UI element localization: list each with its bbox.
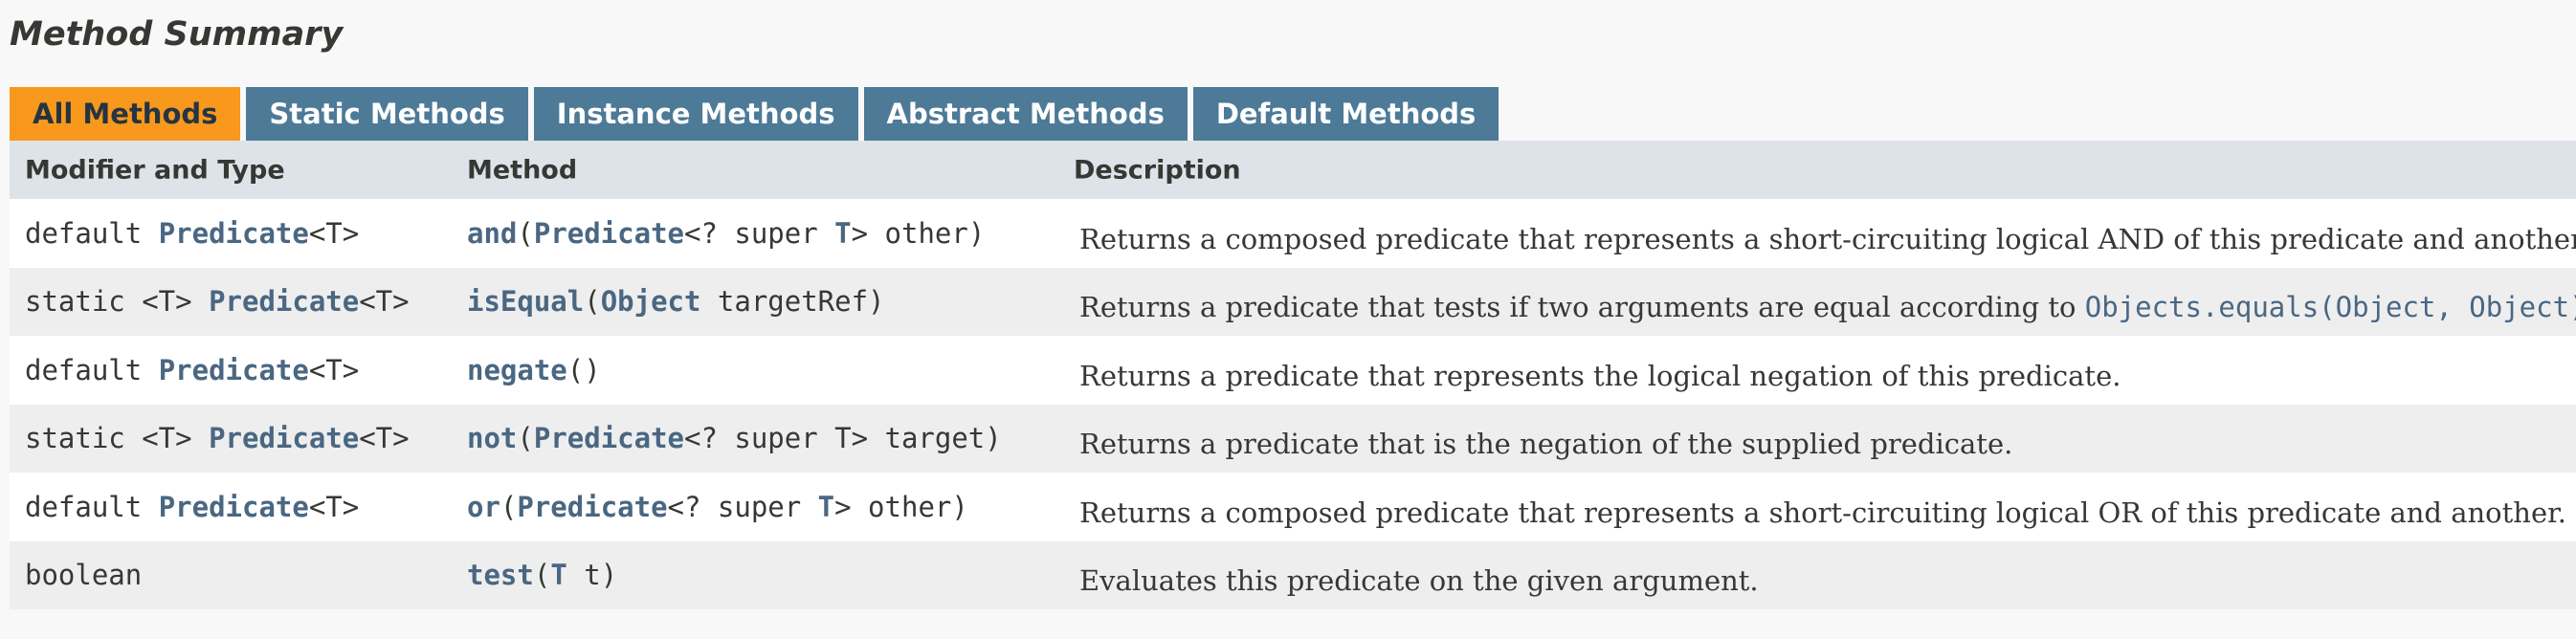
description-cell: Returns a composed predicate that repres… [1079, 223, 2576, 255]
param-text: > other) [834, 490, 968, 523]
method-summary-table: Modifier and Type Method Description def… [10, 141, 2576, 609]
modifier-cell: default Predicate<T> [25, 491, 359, 523]
modifier-cell: boolean [25, 559, 142, 591]
param-text: ( [517, 422, 534, 455]
param-text: <? super T> target) [684, 422, 1002, 455]
method-link-and[interactable]: and [467, 216, 518, 250]
table-row: default Predicate<T> or(Predicate<? supe… [10, 473, 2576, 541]
method-tabs: All Methods Static Methods Instance Meth… [10, 87, 1504, 141]
type-var-link[interactable]: T [817, 490, 835, 523]
param-text: () [566, 353, 601, 386]
description-text: Returns a predicate that tests if two ar… [1079, 291, 2085, 324]
column-header-method: Method [467, 155, 578, 185]
type-param: <T> [308, 216, 360, 250]
modifier-cell: default Predicate<T> [25, 217, 359, 250]
param-text: <? super [684, 216, 835, 250]
description-cell: Returns a predicate that is the negation… [1079, 428, 2012, 460]
column-header-description: Description [1074, 155, 1241, 185]
description-link[interactable]: Objects.equals(Object, Object) [2084, 291, 2576, 324]
modifier-cell: static <T> Predicate<T> [25, 422, 410, 454]
param-type-link[interactable]: Predicate [533, 422, 684, 455]
description-text: Returns a predicate that is the negation… [1079, 428, 2013, 461]
type-var-link[interactable]: T [834, 216, 852, 250]
param-text: > other) [851, 216, 986, 250]
type-param: <T> [359, 422, 410, 455]
description-cell: Returns a composed predicate that repres… [1079, 496, 2566, 529]
type-param: <T> [359, 285, 410, 319]
tab-all-methods[interactable]: All Methods [10, 87, 241, 141]
method-link-not[interactable]: not [467, 422, 518, 455]
description-cell: Evaluates this predicate on the given ar… [1079, 564, 1759, 597]
method-cell: and(Predicate<? super T> other) [467, 217, 985, 250]
method-cell: isEqual(Object targetRef) [467, 285, 885, 318]
modifier-prefix: default [25, 353, 159, 386]
column-header-modifier: Modifier and Type [25, 155, 285, 185]
param-text: t) [566, 559, 618, 592]
param-text: ( [517, 216, 534, 250]
param-text: ( [533, 559, 551, 592]
method-link-isequal[interactable]: isEqual [467, 285, 585, 319]
description-cell: Returns a predicate that tests if two ar… [1079, 291, 2576, 323]
param-text: ( [500, 490, 518, 523]
param-type-link[interactable]: Predicate [533, 216, 684, 250]
description-text: Returns a composed predicate that repres… [1079, 496, 2567, 529]
method-cell: not(Predicate<? super T> target) [467, 422, 1002, 454]
modifier-prefix: static <T> [25, 285, 210, 319]
description-cell: Returns a predicate that represents the … [1079, 360, 2121, 392]
modifier-prefix: boolean [25, 559, 143, 592]
modifier-prefix: default [25, 490, 159, 523]
type-link[interactable]: Predicate [209, 285, 360, 319]
type-link[interactable]: Predicate [158, 490, 309, 523]
type-link[interactable]: Predicate [209, 422, 360, 455]
method-cell: test(T t) [467, 559, 617, 591]
type-param: <T> [308, 353, 360, 386]
description-text: Evaluates this predicate on the given ar… [1079, 564, 1759, 598]
method-link-negate[interactable]: negate [467, 353, 567, 386]
table-row: default Predicate<T> and(Predicate<? sup… [10, 199, 2576, 268]
table-row: static <T> Predicate<T> not(Predicate<? … [10, 404, 2576, 473]
page-title: Method Summary [10, 15, 344, 54]
param-text: ( [584, 285, 601, 319]
method-link-or[interactable]: or [467, 490, 500, 523]
description-text: Returns a predicate that represents the … [1079, 359, 2121, 392]
param-type-link[interactable]: Object [600, 285, 701, 319]
tab-static-methods[interactable]: Static Methods [246, 87, 528, 141]
param-text: <? super [667, 490, 818, 523]
modifier-cell: static <T> Predicate<T> [25, 285, 410, 318]
modifier-prefix: default [25, 216, 159, 250]
modifier-prefix: static <T> [25, 422, 210, 455]
tab-instance-methods[interactable]: Instance Methods [533, 87, 858, 141]
type-param: <T> [308, 490, 360, 523]
method-cell: or(Predicate<? super T> other) [467, 491, 968, 523]
param-type-link[interactable]: T [550, 559, 567, 592]
tab-abstract-methods[interactable]: Abstract Methods [863, 87, 1188, 141]
modifier-cell: default Predicate<T> [25, 354, 359, 386]
table-row: boolean test(T t) Evaluates this predica… [10, 540, 2576, 609]
method-link-test[interactable]: test [467, 559, 534, 592]
table-row: static <T> Predicate<T> isEqual(Object t… [10, 267, 2576, 336]
tab-default-methods[interactable]: Default Methods [1192, 87, 1499, 141]
table-header: Modifier and Type Method Description [10, 141, 2576, 199]
table-row: default Predicate<T> negate() Returns a … [10, 336, 2576, 405]
type-link[interactable]: Predicate [158, 216, 309, 250]
type-link[interactable]: Predicate [158, 353, 309, 386]
param-text: targetRef) [700, 285, 885, 319]
param-type-link[interactable]: Predicate [517, 490, 668, 523]
method-cell: negate() [467, 354, 601, 386]
description-text: Returns a composed predicate that repres… [1079, 222, 2576, 255]
